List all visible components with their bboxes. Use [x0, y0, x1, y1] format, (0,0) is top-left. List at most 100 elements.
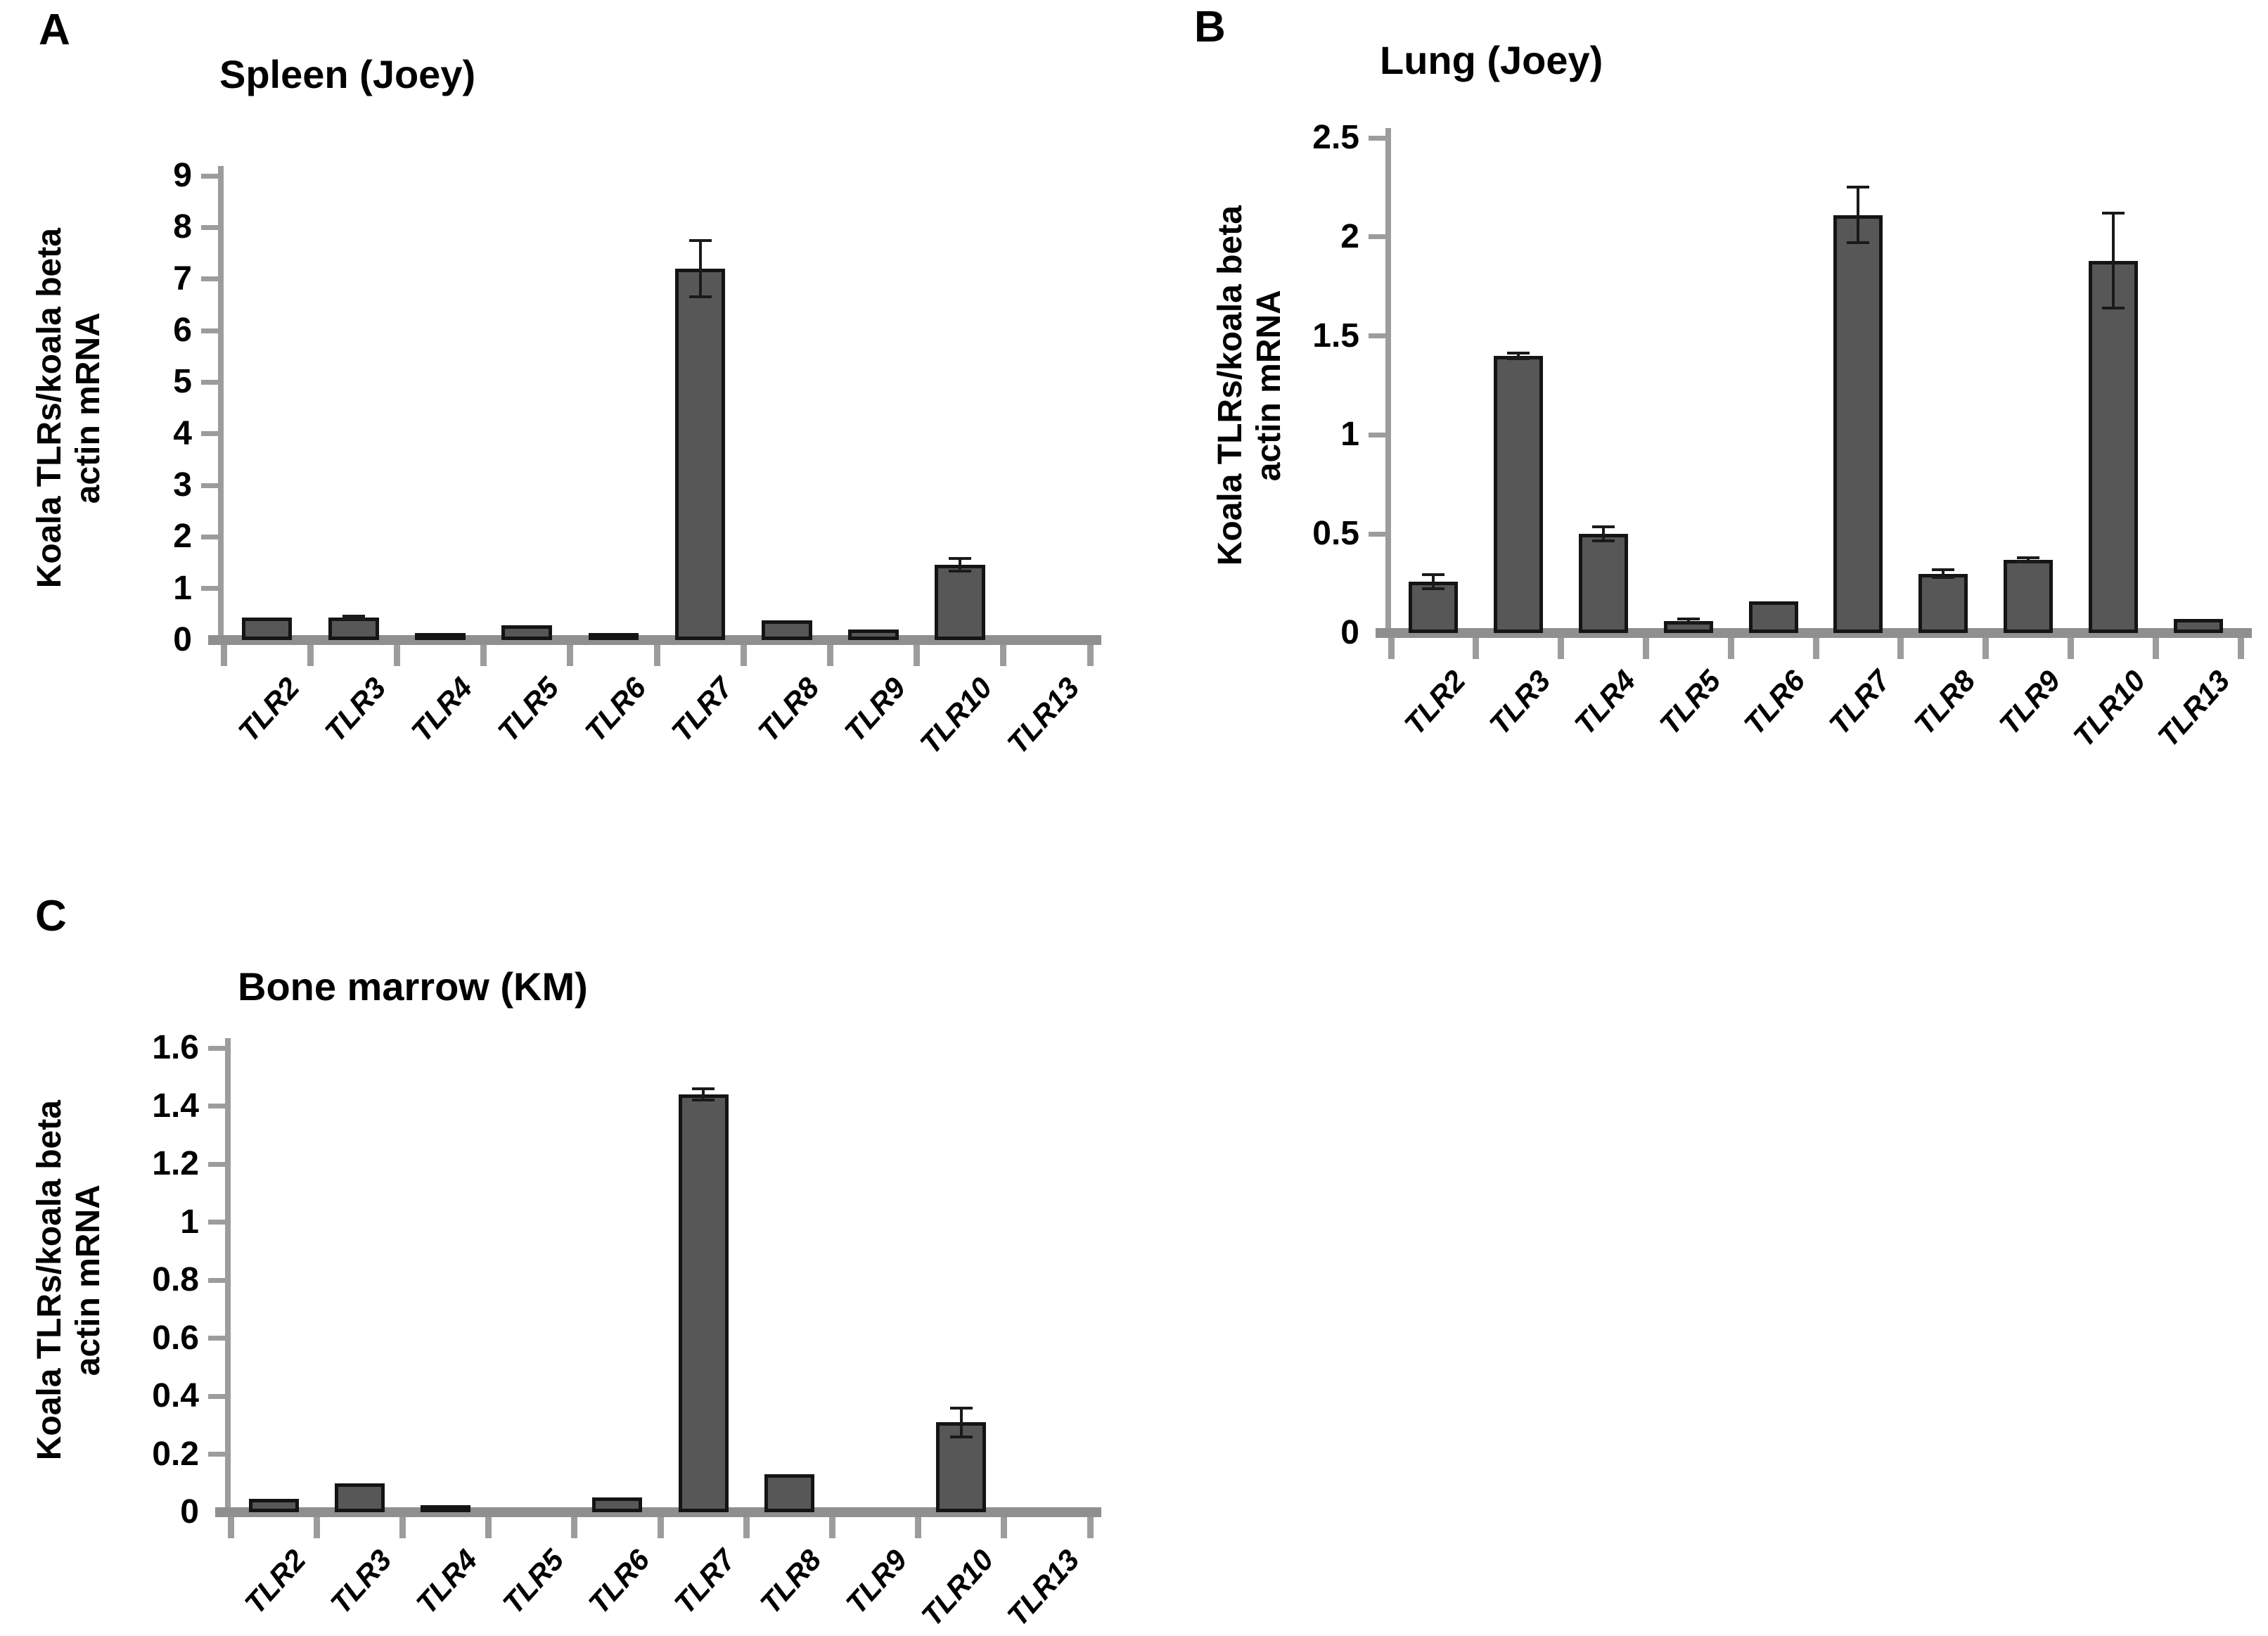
y-tick-label: 8 [173, 208, 192, 246]
panel-a-ylabel-wrap: Koala TLRs/koala beta actin mRNA [20, 176, 118, 640]
x-axis-tick [1000, 645, 1007, 666]
error-cap-top-tlr7 [1847, 186, 1870, 189]
error-bar-tlr4 [1601, 527, 1605, 542]
bar-tlr7 [674, 269, 726, 640]
x-axis-tick [740, 645, 747, 666]
bar-tlr6 [592, 1497, 643, 1512]
error-cap-top-tlr10 [949, 557, 972, 561]
x-category-label-tlr6: TLR6 [1737, 663, 1812, 741]
y-axis-tick [208, 1045, 226, 1051]
y-axis-tick [201, 586, 219, 592]
y-axis-tick [201, 173, 219, 179]
panel-c-title: Bone marrow (KM) [238, 964, 588, 1009]
panel-c-letter: C [35, 892, 67, 940]
x-category-label-tlr10: TLR10 [2066, 663, 2152, 753]
panel-b-y-axis-label: Koala TLRs/koala beta actin mRNA [1211, 205, 1288, 565]
x-category-label-tlr7: TLR7 [665, 670, 739, 748]
x-axis-tick [480, 645, 487, 666]
x-axis-tick [2152, 638, 2159, 659]
bar-slot-tlr8 [746, 1048, 832, 1512]
x-category-label-tlr13: TLR13 [2151, 663, 2237, 753]
y-tick-label: 0 [180, 1493, 199, 1530]
bar-slot-tlr3 [310, 176, 397, 640]
bar-slot-tlr7 [660, 1048, 746, 1512]
x-category-label-tlr4: TLR4 [409, 1542, 485, 1621]
error-cap-bottom-tlr3 [1507, 357, 1530, 360]
error-bar-tlr9 [2026, 558, 2030, 562]
bar-slot-tlr13 [1004, 176, 1090, 640]
bar-slot-tlr7 [657, 176, 743, 640]
x-axis-tick [828, 1517, 835, 1538]
x-category-label-tlr8: TLR8 [753, 1542, 828, 1621]
y-axis-tick [208, 1452, 226, 1457]
error-bar-tlr2 [1432, 574, 1435, 589]
x-axis-tick [653, 645, 660, 666]
y-tick-label: 0 [1340, 614, 1359, 651]
bar-slot-tlr13 [2155, 138, 2241, 633]
error-cap-top-tlr7 [688, 238, 712, 242]
x-axis-tick [307, 645, 314, 666]
bar-tlr7 [678, 1094, 729, 1512]
x-axis-tick [1812, 638, 1819, 659]
y-axis-tick [1369, 234, 1387, 240]
x-axis-tick [393, 645, 400, 666]
bar-slot-tlr9 [1986, 138, 2071, 633]
bar-tlr2 [248, 1499, 299, 1512]
error-cap-top-tlr10 [949, 1406, 973, 1410]
bar-slot-tlr3 [316, 1048, 402, 1512]
error-cap-top-tlr9 [2016, 556, 2039, 559]
panel-a-letter: A [39, 6, 70, 54]
error-bar-tlr7 [702, 1088, 705, 1101]
bar-tlr3 [1494, 355, 1544, 633]
y-axis-tick [1369, 333, 1387, 339]
x-axis-tick [313, 1517, 320, 1538]
y-tick-label: 7 [173, 260, 192, 298]
x-category-label-tlr6: TLR6 [578, 670, 653, 748]
x-axis-tick [743, 1517, 750, 1538]
y-tick-label: 2.5 [1312, 119, 1359, 156]
bar-slot-tlr5 [484, 176, 570, 640]
x-category-label-tlr6: TLR6 [582, 1542, 656, 1621]
bar-slot-tlr8 [743, 176, 830, 640]
y-axis-line [218, 166, 224, 645]
x-axis-tick [567, 645, 574, 666]
x-category-label-tlr7: TLR7 [1822, 663, 1897, 741]
error-cap-bottom-tlr4 [1591, 539, 1615, 543]
y-axis-tick [201, 431, 219, 437]
x-axis-tick [1897, 638, 1904, 659]
y-axis-tick [201, 224, 219, 230]
error-cap-top-tlr5 [1677, 617, 1700, 620]
y-tick-label: 2 [1340, 217, 1359, 255]
y-tick-label: 0.8 [152, 1261, 199, 1298]
bar-slot-tlr6 [575, 1048, 660, 1512]
bar-tlr10 [2088, 260, 2138, 633]
y-tick-label: 0.6 [152, 1319, 199, 1357]
error-bar-tlr3 [352, 615, 355, 619]
error-bar-tlr5 [1686, 618, 1690, 624]
error-cap-bottom-tlr7 [1847, 241, 1870, 245]
bar-slot-tlr5 [489, 1048, 575, 1512]
y-tick-label: 9 [173, 157, 192, 194]
bar-tlr6 [588, 633, 639, 640]
bar-tlr8 [762, 620, 812, 640]
y-tick-label: 0.5 [1312, 515, 1359, 553]
y-axis-tick [201, 328, 219, 333]
x-axis-tick [227, 1517, 234, 1538]
x-category-label-tlr7: TLR7 [667, 1542, 742, 1621]
x-axis-tick [399, 1517, 406, 1538]
x-axis-tick [1642, 638, 1649, 659]
y-tick-label: 5 [173, 363, 192, 401]
error-cap-top-tlr8 [1932, 568, 1955, 571]
y-axis-tick [208, 1104, 226, 1108]
bar-tlr8 [764, 1474, 814, 1512]
bar-tlr4 [1578, 534, 1629, 633]
y-axis-tick [201, 534, 219, 539]
y-tick-label: 2 [173, 518, 192, 556]
x-axis-tick [1473, 638, 1480, 659]
error-bar-tlr7 [1857, 187, 1860, 243]
bar-slot-tlr4 [402, 1048, 488, 1512]
x-axis-tick [1388, 638, 1395, 659]
error-cap-bottom-tlr10 [2101, 307, 2125, 310]
y-axis-tick [1369, 432, 1387, 437]
